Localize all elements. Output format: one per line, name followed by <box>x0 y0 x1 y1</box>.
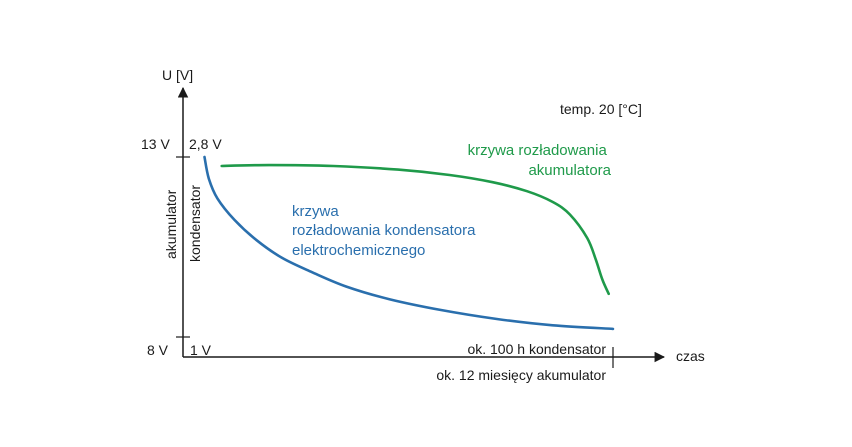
battery-curve-label: krzywa rozładowania akumulatora <box>468 142 612 179</box>
x-axis-label: czas <box>676 348 705 364</box>
capacitor-curve-label-line-1: krzywa <box>292 203 339 220</box>
temperature-note: temp. 20 [°C] <box>560 101 642 117</box>
y-label-capacitor: kondensator <box>187 185 203 262</box>
x-end-label-battery: ok. 12 miesięcy akumulator <box>436 367 606 383</box>
battery-curve-label-line-1: krzywa rozładowania <box>468 142 608 159</box>
y-tick-top-capacitor: 2,8 V <box>189 136 222 152</box>
x-end-label-capacitor: ok. 100 h kondensator <box>467 341 606 357</box>
y-tick-bottom-battery: 8 V <box>147 342 169 358</box>
battery-curve-label-line-2: akumulatora <box>528 162 611 179</box>
capacitor-curve-label-line-3: elektrochemicznego <box>292 242 425 259</box>
capacitor-curve-label-line-2: rozładowania kondensatora <box>292 222 476 239</box>
y-tick-bottom-capacitor: 1 V <box>190 342 212 358</box>
capacitor-curve-label: krzywa rozładowania kondensatora elektro… <box>292 203 480 259</box>
y-tick-top-battery: 13 V <box>141 136 170 152</box>
capacitor-discharge-line <box>203 155 615 331</box>
y-axis-label: U [V] <box>162 67 193 83</box>
y-label-battery: akumulator <box>163 189 179 259</box>
battery-discharge-line <box>220 163 610 296</box>
